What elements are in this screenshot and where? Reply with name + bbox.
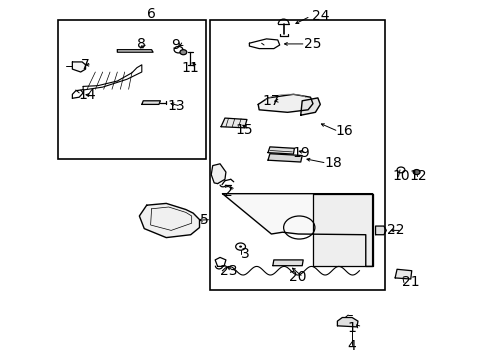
Polygon shape: [142, 101, 160, 104]
Text: 8: 8: [137, 37, 146, 51]
Polygon shape: [222, 194, 372, 266]
Text: 11: 11: [182, 62, 199, 75]
Text: 22: 22: [386, 224, 404, 237]
Polygon shape: [139, 203, 199, 238]
Circle shape: [412, 170, 419, 175]
Text: 3: 3: [241, 247, 249, 261]
Circle shape: [180, 50, 186, 55]
Text: 19: 19: [292, 146, 309, 160]
Text: 5: 5: [200, 213, 208, 226]
Text: 13: 13: [167, 99, 184, 113]
Text: 23: 23: [220, 264, 237, 278]
Polygon shape: [267, 154, 302, 162]
Text: 12: 12: [408, 170, 426, 183]
Polygon shape: [117, 50, 153, 52]
Polygon shape: [337, 318, 357, 327]
Bar: [210, 20, 385, 290]
Text: 2: 2: [224, 185, 233, 198]
Text: 14: 14: [78, 89, 96, 102]
Polygon shape: [258, 94, 312, 112]
Circle shape: [239, 246, 242, 248]
Polygon shape: [267, 147, 294, 154]
Text: 1: 1: [347, 321, 356, 334]
Text: 9: 9: [171, 38, 180, 52]
Polygon shape: [221, 118, 246, 128]
Text: 17: 17: [262, 94, 280, 108]
Text: 18: 18: [324, 156, 342, 170]
Text: 20: 20: [288, 270, 305, 284]
Text: 25: 25: [304, 37, 321, 51]
Text: 15: 15: [235, 123, 253, 136]
Polygon shape: [300, 98, 320, 115]
Polygon shape: [211, 164, 225, 184]
Text: 4: 4: [347, 339, 356, 352]
Polygon shape: [375, 226, 386, 235]
Polygon shape: [312, 194, 372, 266]
Text: 7: 7: [81, 58, 90, 72]
Polygon shape: [394, 269, 411, 279]
Text: 21: 21: [401, 275, 419, 288]
Text: 24: 24: [311, 9, 329, 23]
Polygon shape: [272, 260, 303, 266]
Polygon shape: [72, 62, 85, 72]
Text: 6: 6: [147, 8, 156, 21]
Text: 16: 16: [335, 125, 353, 138]
Bar: [58, 20, 206, 159]
Text: 10: 10: [391, 170, 409, 183]
